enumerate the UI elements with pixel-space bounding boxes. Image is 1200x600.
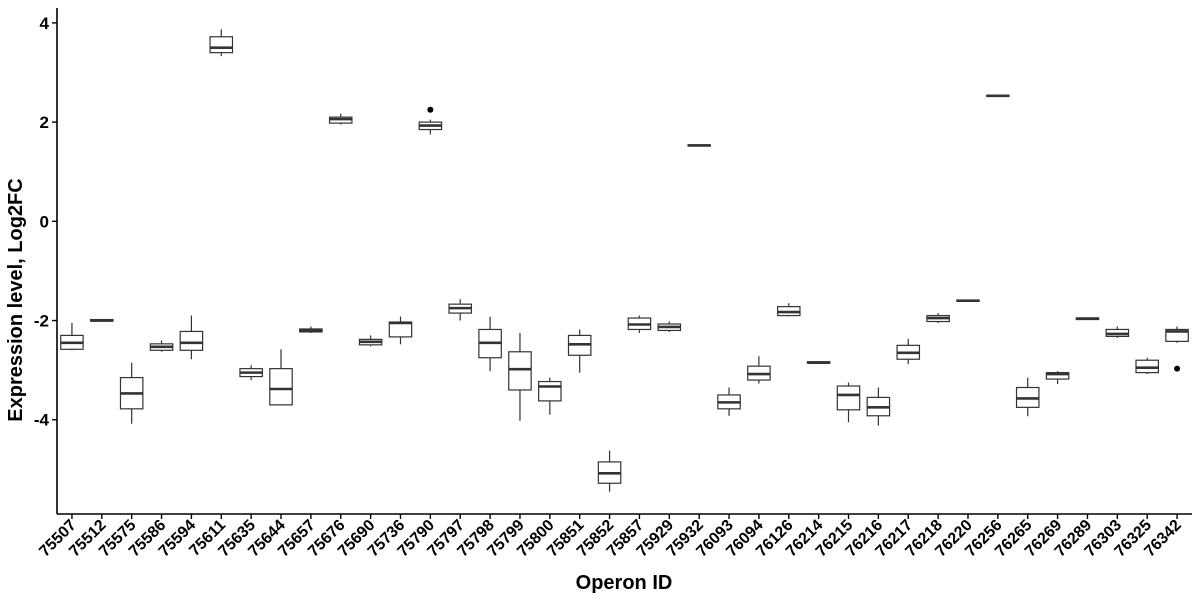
x-axis-title: Operon ID <box>576 572 673 594</box>
box-76265 <box>1015 377 1040 417</box>
box-76220 <box>956 299 980 302</box>
box-75799 <box>508 332 532 421</box>
box-75611 <box>209 29 234 57</box>
box-76214 <box>806 361 831 364</box>
y-axis-ticks: 4 2 0 -2 -4 <box>34 14 57 430</box>
box-76217 <box>896 338 921 365</box>
y-tick-label: 2 <box>40 113 49 132</box>
box-76215 <box>836 382 861 423</box>
box-75798 <box>478 316 502 372</box>
box-75575 <box>119 362 144 424</box>
y-tick-label: 4 <box>40 14 50 33</box>
box-75690 <box>358 335 383 347</box>
box-75790 <box>418 106 443 135</box>
box-76093 <box>717 387 741 416</box>
box-iqr <box>209 36 234 54</box>
box-iqr <box>1045 372 1070 380</box>
outlier-point <box>427 106 434 113</box>
box-75800 <box>538 377 562 415</box>
box-75512 <box>90 318 114 322</box>
box-75736 <box>388 316 413 345</box>
box-iqr <box>179 330 204 351</box>
box-76256 <box>986 94 1010 98</box>
box-75676 <box>328 113 353 125</box>
box-75851 <box>567 329 592 373</box>
box-76303 <box>1105 326 1130 338</box>
y-tick-label: -2 <box>34 312 49 331</box>
box-75932 <box>687 144 711 147</box>
box-76218 <box>926 313 950 324</box>
box-76342 <box>1165 326 1189 372</box>
y-tick-label: 0 <box>40 212 49 231</box>
box-75635 <box>239 365 263 381</box>
box-iqr <box>538 380 562 402</box>
box-iqr <box>1165 328 1189 342</box>
box-75929 <box>657 321 682 332</box>
box-75852 <box>597 450 622 492</box>
box-76325 <box>1135 357 1159 375</box>
y-tick-label: -4 <box>34 411 50 430</box>
box-75857 <box>627 315 652 333</box>
x-axis-ticks: 7550775512755757558675594756117563575644… <box>36 514 1185 560</box>
box-76289 <box>1075 317 1100 321</box>
box-iqr <box>269 368 293 406</box>
box-75507 <box>60 323 84 351</box>
box-76126 <box>776 303 801 317</box>
plot-area <box>60 29 1189 492</box>
y-axis-title: Expression level, Log2FC <box>5 178 27 421</box>
box-76269 <box>1045 371 1070 385</box>
box-iqr <box>508 351 532 391</box>
box-75594 <box>179 315 204 360</box>
box-75657 <box>299 326 323 333</box>
box-75797 <box>448 299 473 321</box>
box-76216 <box>866 387 891 426</box>
box-75586 <box>149 340 174 352</box>
outlier-point <box>1174 365 1181 372</box>
box-75644 <box>269 349 293 406</box>
box-76094 <box>747 356 771 384</box>
box-iqr <box>836 385 861 411</box>
